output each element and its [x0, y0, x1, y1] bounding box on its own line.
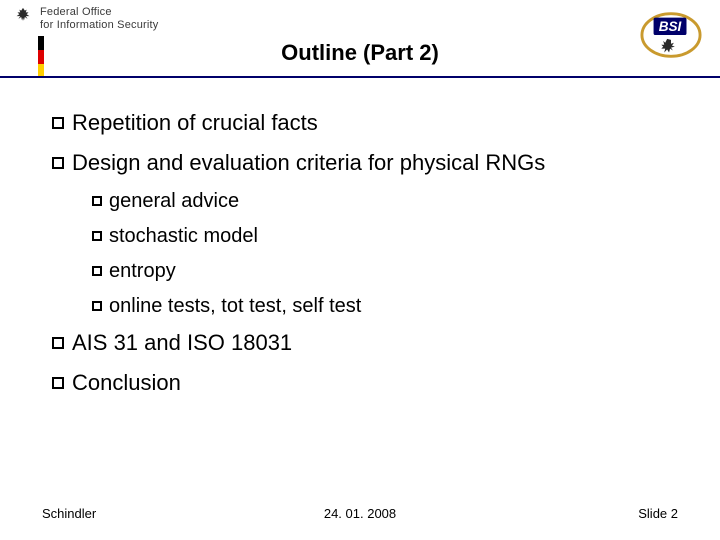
slide: Federal Office for Information Security …: [0, 0, 720, 540]
sub-bullet-item: stochastic model: [92, 225, 680, 248]
sub-bullet-text: general advice: [109, 190, 239, 213]
agency-line2: for Information Security: [40, 19, 159, 32]
bsi-text: BSI: [659, 19, 682, 34]
sub-bullet-text: stochastic model: [109, 225, 258, 248]
bullet-item: Design and evaluation criteria for physi…: [52, 150, 680, 176]
agency-logo-left: Federal Office for Information Security: [12, 6, 159, 32]
agency-line1: Federal Office: [40, 6, 159, 19]
bullet-text: Repetition of crucial facts: [72, 110, 318, 136]
sub-bullet-text: entropy: [109, 260, 176, 283]
sub-bullet-item: online tests, tot test, self test: [92, 295, 680, 318]
bullet-marker-icon: [52, 337, 64, 349]
bullet-marker-icon: [92, 231, 102, 241]
title-rule: [0, 76, 720, 78]
eagle-icon: [12, 6, 34, 28]
bullet-item: Conclusion: [52, 370, 680, 396]
bullet-item: Repetition of crucial facts: [52, 110, 680, 136]
slide-title: Outline (Part 2): [0, 40, 720, 66]
bullet-text: Design and evaluation criteria for physi…: [72, 150, 545, 176]
bullet-text: AIS 31 and ISO 18031: [72, 330, 292, 356]
sub-bullet-item: entropy: [92, 260, 680, 283]
bullet-item: AIS 31 and ISO 18031: [52, 330, 680, 356]
footer-date: 24. 01. 2008: [0, 506, 720, 521]
content: Repetition of crucial facts Design and e…: [52, 110, 680, 410]
bullet-marker-icon: [92, 266, 102, 276]
sub-bullet-text: online tests, tot test, self test: [109, 295, 361, 318]
bullet-text: Conclusion: [72, 370, 181, 396]
bullet-marker-icon: [52, 377, 64, 389]
sub-bullet-item: general advice: [92, 190, 680, 213]
footer-slide-number: Slide 2: [638, 506, 678, 521]
bullet-marker-icon: [52, 117, 64, 129]
header: Federal Office for Information Security …: [0, 0, 720, 78]
footer: Schindler 24. 01. 2008 Slide 2: [0, 506, 720, 526]
bullet-marker-icon: [52, 157, 64, 169]
bullet-marker-icon: [92, 301, 102, 311]
bullet-marker-icon: [92, 196, 102, 206]
